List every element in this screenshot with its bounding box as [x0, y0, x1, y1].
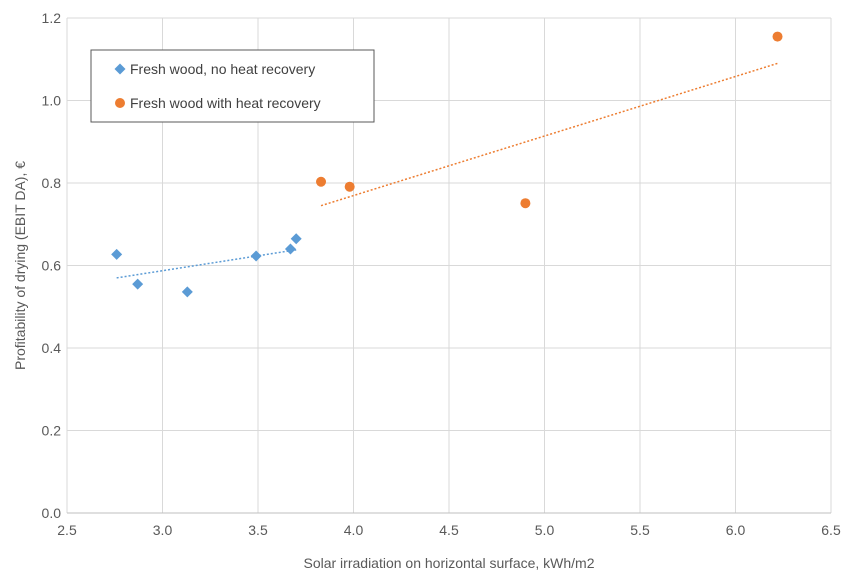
x-tick-label: 4.0 — [344, 522, 364, 538]
legend-box — [90, 49, 375, 123]
legend: Fresh wood, no heat recovery Fresh wood w… — [90, 49, 375, 123]
data-point-series-1 — [111, 248, 123, 260]
data-point-series-1 — [290, 233, 302, 245]
y-tick-label: 0.6 — [42, 258, 62, 274]
y-tick-label: 1.0 — [42, 93, 62, 109]
tick-labels: 2.5 3.0 3.5 4.0 4.5 5.0 5.5 6.0 6.5 0.0 0.2 0.4 0.6 0… — [42, 10, 841, 538]
data-point-series-1 — [250, 250, 262, 262]
data-point-series-2 — [520, 198, 531, 209]
x-tick-label: 5.5 — [630, 522, 650, 538]
x-tick-label: 6.5 — [821, 522, 841, 538]
x-tick-label: 2.5 — [57, 522, 77, 538]
legend-marker-2 — [115, 98, 125, 108]
y-tick-label: 0.4 — [42, 340, 62, 356]
data-point-series-2 — [344, 181, 355, 192]
grid-lines — [66, 17, 832, 514]
data-points — [111, 31, 783, 298]
x-axis-title: Solar irradiation on horizontal surface,… — [303, 555, 594, 571]
y-tick-label: 0.2 — [42, 423, 62, 439]
trendline-2 — [320, 62, 778, 207]
y-tick-label: 1.2 — [42, 10, 62, 26]
data-point-series-2 — [316, 176, 327, 187]
trendline-1 — [116, 249, 297, 279]
y-tick-label: 0.0 — [42, 505, 62, 521]
data-point-series-2 — [772, 31, 783, 42]
y-axis-title: Profitability of drying (EBIT DA), € — [12, 161, 28, 370]
x-tick-label: 4.5 — [439, 522, 459, 538]
data-point-series-1 — [181, 286, 193, 298]
y-tick-label: 0.8 — [42, 175, 62, 191]
data-point-series-1 — [284, 243, 296, 255]
legend-marker-1 — [114, 63, 126, 75]
legend-label-2: Fresh wood with heat recovery — [130, 95, 321, 111]
data-point-series-1 — [132, 278, 144, 290]
x-tick-label: 5.0 — [535, 522, 555, 538]
x-tick-label: 3.0 — [153, 522, 173, 538]
x-tick-label: 3.5 — [248, 522, 268, 538]
x-tick-label: 6.0 — [726, 522, 746, 538]
legend-label-1: Fresh wood, no heat recovery — [130, 61, 315, 77]
